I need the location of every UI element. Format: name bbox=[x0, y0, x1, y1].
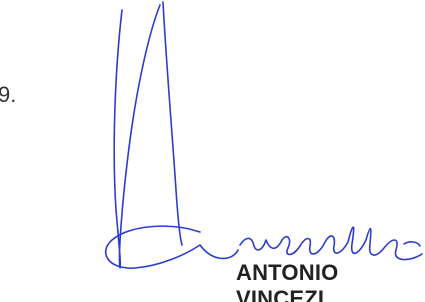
page-number: 9. bbox=[0, 82, 16, 108]
signature bbox=[0, 0, 425, 302]
document-page: 9. ANTONIO VINCEZI bbox=[0, 0, 425, 302]
signatory-name: ANTONIO VINCEZI bbox=[236, 260, 425, 302]
